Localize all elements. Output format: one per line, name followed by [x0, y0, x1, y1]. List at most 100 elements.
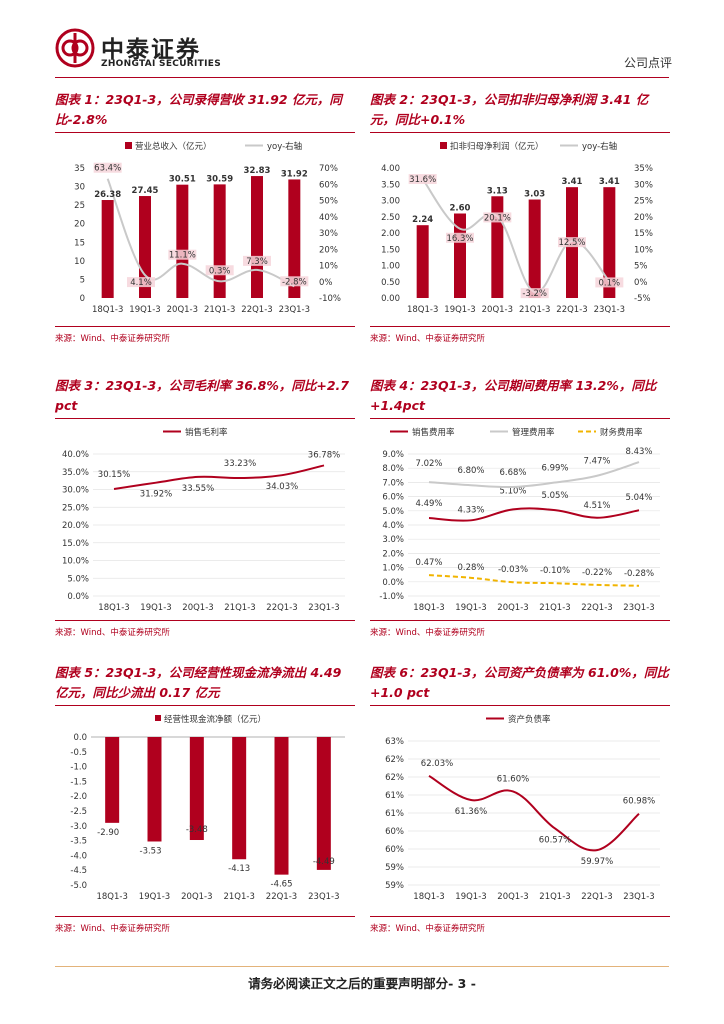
data-label: 7.47% [583, 457, 610, 467]
y-tick-label: 1.00 [381, 262, 400, 272]
y-tick-label: 59% [385, 881, 404, 891]
y-tick-label: 1.0% [382, 564, 404, 574]
bar-value-label: 30.51 [169, 175, 196, 185]
y2-tick-label: 40% [319, 213, 338, 223]
y2-tick-label: 20% [319, 245, 338, 255]
y-tick-label: 0.0% [382, 578, 404, 588]
legend-label: 扣非归母净利润（亿元） [450, 141, 544, 152]
bar-value-label: 2.24 [412, 215, 433, 225]
y-tick-label: 1.50 [381, 245, 400, 255]
series-line [428, 775, 640, 852]
x-tick-label: 18Q1-3 [98, 603, 129, 613]
yoy-label-bg [408, 174, 437, 185]
yoy-label-bg [168, 249, 197, 260]
data-label: 6.80% [457, 466, 484, 476]
y2-tick-label: 10% [319, 262, 338, 272]
y-tick-label: -1.0 [70, 763, 87, 773]
data-label: 4.49% [415, 499, 442, 509]
yoy-value-label: 7.3% [246, 257, 268, 267]
y-tick-label: 61% [385, 809, 404, 819]
bar [603, 187, 616, 298]
y-tick-label: 5.0% [382, 507, 404, 517]
x-tick-label: 23Q1-3 [623, 892, 654, 902]
legend-swatch [440, 142, 447, 149]
data-label: 4.33% [457, 505, 484, 515]
y-tick-label: 0.50 [381, 278, 400, 288]
x-tick-label: 21Q1-3 [223, 892, 254, 902]
chart-source-3: 来源：Wind、中泰证券研究所 [55, 628, 170, 638]
y-tick-label: 8.0% [382, 464, 404, 474]
yoy-value-label: 20.1% [484, 213, 511, 223]
yoy-label-bg [446, 232, 474, 243]
y-tick-label: 60% [385, 845, 404, 855]
y2-tick-label: -10% [319, 294, 341, 304]
yoy-value-label: 11.1% [169, 251, 196, 261]
legend-swatch [155, 715, 161, 721]
series-line [428, 507, 640, 522]
y2-tick-label: 15% [634, 229, 653, 239]
chart-panel-1: 图表 1：23Q1-3，公司录得营收 31.92 亿元，同比-2.8% 0 5 10… [55, 90, 355, 352]
bar [416, 225, 429, 298]
x-tick-label: 22Q1-3 [581, 892, 612, 902]
bar-value-label: -3.48 [186, 825, 208, 835]
yoy-label-bg [520, 288, 549, 299]
legend-label: 销售费用率 [412, 427, 455, 438]
yoy-value-label: 12.5% [558, 238, 585, 248]
y-tick-label: -2.0 [70, 792, 87, 802]
chart-source-5: 来源：Wind、中泰证券研究所 [55, 924, 170, 934]
y2-tick-label: 30% [634, 180, 653, 190]
legend-label: yoy-右轴 [582, 141, 617, 152]
bar-value-label: 2.60 [450, 204, 471, 214]
data-label: 7.02% [415, 459, 442, 469]
legend-label: 管理费用率 [512, 427, 555, 438]
data-label: 61.36% [455, 807, 487, 817]
yoy-line [106, 178, 295, 288]
yoy-value-label: 0.1% [599, 278, 621, 288]
x-tick-label: 22Q1-3 [241, 305, 272, 315]
data-label: 30.15% [98, 470, 130, 480]
data-label: 59.97% [581, 857, 613, 867]
bar-value-label: 26.38 [94, 190, 121, 200]
data-label: 5.04% [625, 493, 652, 503]
x-tick-label: 19Q1-3 [129, 305, 160, 315]
y-tick-label: 2.0% [382, 549, 404, 559]
y-tick-label: 3.0% [382, 535, 404, 545]
y2-tick-label: 25% [634, 197, 653, 207]
bar-value-label: 32.83 [244, 166, 271, 176]
x-tick-label: 19Q1-3 [140, 603, 171, 613]
legend-label: 营业总收入（亿元） [135, 141, 212, 152]
data-label: 6.68% [499, 468, 526, 478]
bar [101, 200, 114, 298]
y-tick-label: 2.00 [381, 229, 400, 239]
yoy-value-label: -2.8% [282, 277, 307, 287]
x-tick-label: 23Q1-3 [308, 603, 339, 613]
yoy-label-bg [127, 277, 155, 288]
chart-source-4: 来源：Wind、中泰证券研究所 [370, 628, 485, 638]
y-tick-label: 10.0% [62, 557, 89, 567]
y2-tick-label: 50% [319, 197, 338, 207]
y-tick-label: 5.0% [67, 574, 89, 584]
y-tick-label: 62% [385, 755, 404, 765]
bar [491, 196, 504, 298]
yoy-label-bg [280, 276, 309, 287]
bar-value-label: -2.90 [97, 828, 119, 838]
y-tick-label: -5.0 [70, 881, 87, 891]
series-line [428, 461, 640, 489]
y-tick-label: 25.0% [62, 503, 89, 513]
yoy-value-label: 31.6% [409, 175, 436, 185]
data-label: -0.22% [582, 568, 612, 578]
y-tick-label: 20 [74, 220, 85, 230]
yoy-label-bg [558, 237, 586, 248]
chart-title-5: 图表 5：23Q1-3，公司经营性现金流净流出 4.49 亿元，同比少流出 0.… [55, 665, 342, 700]
y-tick-label: 2.50 [381, 213, 400, 223]
y-tick-label: -3.0 [70, 822, 87, 832]
x-tick-label: 19Q1-3 [139, 892, 170, 902]
y-tick-label: 15.0% [62, 539, 89, 549]
chart-3-svg: 0.0% 5.0% 10.0% 15.0% 20.0% 25.0% 30.0% 35.0% 40… [62, 427, 345, 613]
data-label: 62.03% [421, 759, 453, 769]
chart-panel-5: 图表 5：23Q1-3，公司经营性现金流净流出 4.49 亿元，同比少流出 0.… [55, 663, 355, 938]
data-label: -0.10% [540, 566, 570, 576]
x-tick-label: 21Q1-3 [204, 305, 235, 315]
bar-value-label: 31.92 [281, 169, 308, 179]
y-tick-label: 5 [80, 275, 85, 285]
